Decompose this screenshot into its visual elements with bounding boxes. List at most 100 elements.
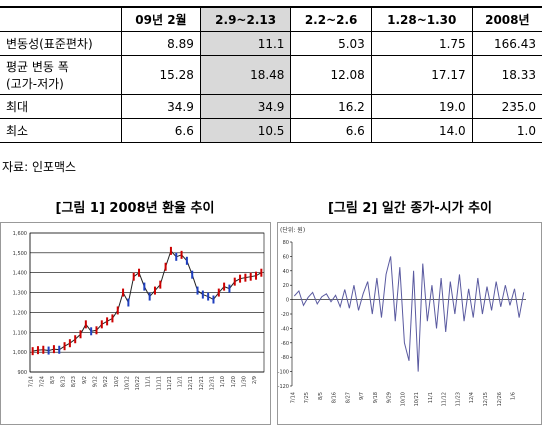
candle: [122, 288, 125, 297]
candle: [84, 320, 87, 329]
x-tick-label: 9/18: [373, 392, 379, 403]
cell: 34.9: [199, 94, 291, 119]
x-tick-label: 12/21: [199, 376, 205, 390]
cell: 1.0: [471, 118, 542, 143]
plot-frame: [29, 232, 265, 373]
candle: [36, 346, 39, 355]
y-tick-label: -40: [281, 326, 289, 332]
candle: [111, 314, 114, 323]
cell: 18.48: [199, 55, 291, 95]
table-row: 평균 변동 폭 (고가-저가) 15.28 18.48 12.08 17.17 18.33: [0, 55, 542, 95]
x-tick-label: 9/12: [92, 376, 98, 387]
y-tick-label: -20: [281, 312, 289, 318]
cell: 15.28: [121, 55, 201, 95]
y-tick-label: 0: [286, 298, 289, 304]
x-tick-label: 7/14: [29, 376, 35, 387]
x-tick-label: 12/26: [497, 392, 503, 406]
candle: [143, 282, 146, 291]
cell: 10.5: [199, 118, 291, 143]
candle: [239, 274, 242, 283]
candle: [52, 345, 55, 354]
candle: [74, 335, 77, 344]
x-tick-label: 9/2: [82, 376, 88, 384]
candle: [233, 277, 236, 286]
x-tick-label: 11/23: [455, 392, 461, 406]
x-tick-label: 7/24: [39, 376, 45, 387]
y-tick-label: 40: [283, 269, 289, 275]
candle: [31, 347, 34, 356]
row-label-line: 평균 변동 폭: [6, 60, 69, 74]
column-header: 2008년: [471, 6, 542, 32]
candle: [228, 284, 231, 293]
candle: [42, 345, 45, 354]
x-tick-label: 12/15: [483, 392, 489, 406]
y-tick-label: 1,200: [13, 310, 27, 316]
header-row: 09년 2월 2.9~2.13 2.2~2.6 1.28~1.30 2008년: [0, 6, 542, 32]
candle: [90, 327, 93, 336]
cell: 14.0: [370, 118, 473, 143]
x-tick-label: 12/31: [209, 376, 215, 390]
candle: [249, 272, 252, 281]
row-label: 평균 변동 폭 (고가-저가): [0, 55, 122, 95]
y-tick-label: 1,000: [13, 350, 27, 356]
x-tick-label: 10/2: [114, 376, 120, 387]
y-tick-label: 1,400: [13, 271, 27, 277]
x-tick-label: 10/10: [400, 392, 406, 406]
cell: 18.33: [471, 55, 542, 95]
candle: [196, 286, 199, 295]
table-row: 최대 34.9 34.9 16.2 19.0 235.0: [0, 94, 542, 119]
candle: [79, 330, 82, 339]
x-tick-label: 1/30: [241, 376, 247, 387]
x-tick-label: 7/14: [290, 392, 296, 403]
x-tick-label: 2/9: [252, 376, 258, 384]
candle: [201, 290, 204, 299]
y-tick-label: -60: [281, 341, 289, 347]
x-tick-label: 7/25: [304, 392, 310, 403]
candle: [106, 317, 109, 326]
candle: [212, 295, 215, 304]
cell: 8.89: [121, 31, 201, 56]
y-tick-label: 80: [283, 240, 289, 246]
x-tick-label: 10/12: [124, 376, 130, 390]
x-tick-label: 1/20: [231, 376, 237, 387]
cell: 17.17: [370, 55, 473, 95]
x-tick-label: 9/22: [103, 376, 109, 387]
candle: [138, 268, 141, 277]
data-line: [32, 249, 262, 352]
row-label: 변동성(표준편차): [0, 31, 122, 56]
candle: [153, 286, 156, 295]
stats-table: 09년 2월 2.9~2.13 2.2~2.6 1.28~1.30 2008년 변동성(표…: [0, 6, 542, 143]
unit-label: (단위: 원): [280, 226, 305, 234]
candle: [100, 320, 103, 329]
y-tick-label: 1,300: [13, 291, 27, 297]
candle: [191, 270, 194, 279]
x-tick-label: 12/4: [469, 392, 475, 403]
x-tick-label: 9/29: [387, 392, 393, 403]
cell: 11.1: [199, 31, 291, 56]
y-tick-label: 60: [283, 254, 289, 260]
x-tick-label: 8/3: [50, 376, 56, 384]
x-tick-label: 8/5: [318, 392, 324, 400]
candle: [169, 246, 172, 255]
candle: [116, 306, 119, 315]
data-line: [293, 256, 525, 372]
x-tick-label: 8/27: [345, 392, 351, 403]
y-tick-label: 20: [283, 283, 289, 289]
table-row: 변동성(표준편차) 8.89 11.1 5.03 1.75 166.43: [0, 31, 542, 56]
column-header: 2.2~2.6: [290, 6, 372, 32]
y-tick-label: -100: [278, 370, 289, 376]
row-label: 최대: [0, 94, 122, 119]
cell: 6.6: [121, 118, 201, 143]
x-tick-label: 8/13: [61, 376, 67, 387]
x-tick-label: 11/11: [156, 376, 162, 390]
candle: [207, 292, 210, 301]
cell: 34.9: [121, 94, 201, 119]
candle: [95, 326, 98, 335]
x-tick-label: 11/1: [428, 392, 434, 403]
x-tick-label: 9/7: [359, 392, 365, 400]
candle: [223, 282, 226, 291]
cell: 19.0: [370, 94, 473, 119]
cell: 12.08: [290, 55, 372, 95]
